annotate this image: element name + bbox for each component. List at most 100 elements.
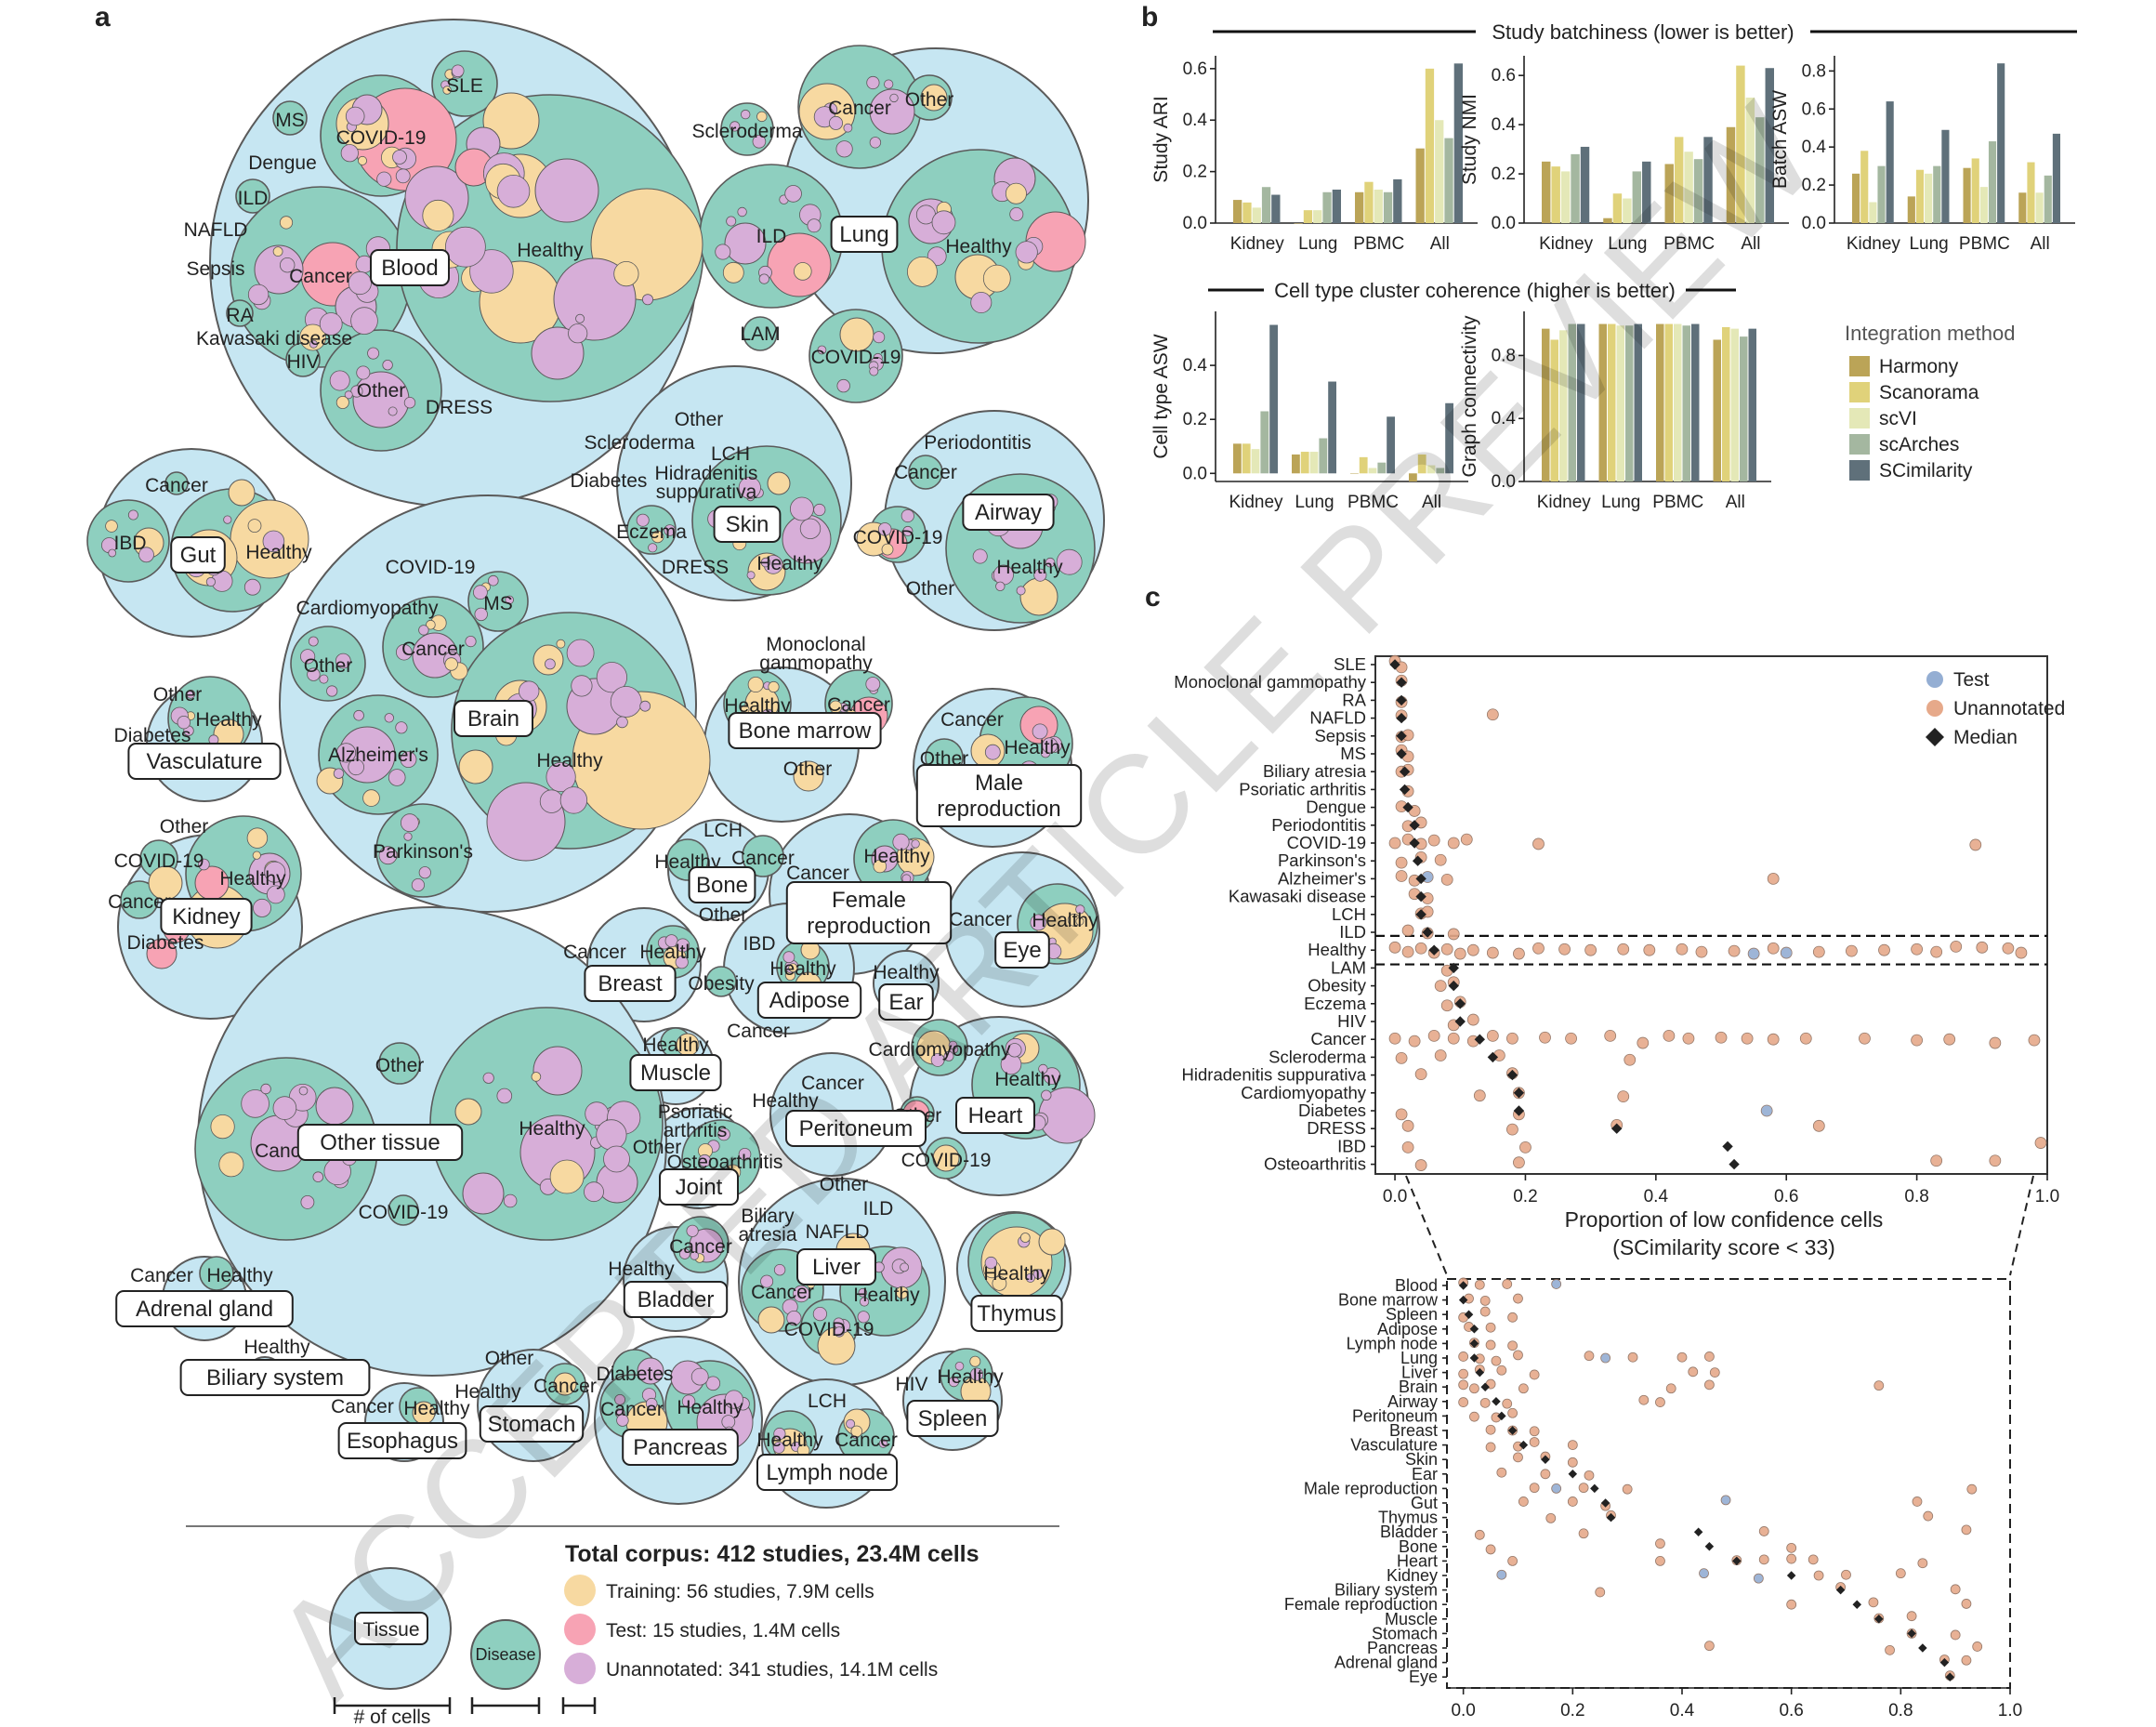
tissue-label-lung: Lung (839, 222, 888, 247)
study-circle-unannotated (603, 1145, 630, 1173)
study-circle-unannotated (329, 370, 350, 391)
median-marker (1396, 731, 1407, 742)
study-circle-training (793, 262, 812, 281)
y-tick-label: 0.4 (1802, 138, 1827, 157)
tissue-label-box-skin (713, 506, 782, 543)
disease-label-muscle-healthy: Healthy (642, 1035, 709, 1056)
median-marker (1415, 909, 1426, 920)
unannotated-point (1676, 943, 1689, 956)
unannotated-point (1584, 1470, 1595, 1481)
study-circle-unannotated (636, 513, 650, 527)
category-label-obesity: Obesity (1308, 976, 1366, 995)
study-circle-unannotated (400, 813, 419, 833)
median-marker (1396, 712, 1407, 724)
unannotated-point (1812, 945, 1825, 958)
unannotated-point (1486, 946, 1499, 959)
unannotated-point (1485, 1339, 1496, 1351)
unannotated-point (1518, 1496, 1529, 1507)
category-label-blood: Blood (1395, 1276, 1438, 1295)
study-circle-unannotated (616, 1414, 629, 1427)
study-circle-unannotated (260, 1083, 271, 1095)
unannotated-point (1427, 1029, 1440, 1042)
median-marker (1409, 820, 1420, 831)
unannotated-point (1989, 1154, 2002, 1167)
study-circle-unannotated (930, 1053, 945, 1067)
zoom-connector-left (1405, 1175, 1448, 1276)
unannotated-point (1655, 1556, 1665, 1566)
median-marker (1907, 1628, 1916, 1639)
test-point (1496, 1569, 1507, 1580)
median-marker (1541, 1455, 1550, 1464)
disease-label-gut-healthy: Healthy (245, 542, 312, 563)
study-circle-unannotated (730, 121, 741, 132)
unannotated-point (1474, 1529, 1485, 1540)
disease-label-pancreas-diabetes: Diabetes (597, 1364, 674, 1385)
category-label-nafld: NAFLD (1309, 708, 1366, 728)
unannotated-point (1507, 1340, 1518, 1351)
unannotated-point (1496, 1364, 1507, 1376)
bar-scvi-all (1426, 465, 1436, 474)
unannotated-point (1704, 1351, 1715, 1362)
disease-label-stomach-other: Other (485, 1348, 534, 1369)
disease-label-blood-ild: ILD (238, 188, 269, 209)
disease-label-adrenal-gland-healthy: Healthy (206, 1265, 273, 1286)
legend-label-median: Median (1953, 727, 2018, 748)
study-circle-unannotated (462, 1172, 505, 1215)
study-circle-unannotated (675, 956, 689, 969)
category-label-ra: RA (1342, 690, 1366, 709)
unannotated-point (2015, 946, 2028, 959)
disease-label-breast-healthy: Healthy (639, 942, 706, 963)
median-marker (1918, 1643, 1927, 1653)
category-label-eye: Eye (1409, 1668, 1438, 1686)
disease-label-joint-psoriatic-arthritis: Psoriatic arthritis (658, 1101, 733, 1141)
disease-label-gut-cancer: Cancer (145, 475, 208, 496)
study-circle-training (105, 520, 118, 533)
category-label-biliary-atresia: Biliary atresia (1263, 761, 1367, 781)
study-circle-unannotated (737, 206, 747, 218)
tissue-label-box-biliary-system (179, 1359, 371, 1396)
unannotated-point (1950, 940, 1963, 953)
bar-scanorama-pbmc (1359, 456, 1368, 474)
y-tick-label: 0.4 (1492, 409, 1517, 428)
unannotated-point (1427, 834, 1440, 847)
unannotated-point (1502, 1279, 1513, 1289)
study-circle-unannotated (418, 866, 431, 879)
study-circle-unannotated (884, 79, 894, 89)
bar-harmony-kidney (1233, 200, 1242, 223)
y-tick-label: 0.0 (1492, 472, 1516, 492)
bar-scvi-pbmc (1374, 190, 1383, 223)
bar-scanorama-lung (1300, 452, 1309, 474)
legend-label-test: Test (1953, 669, 1990, 691)
unannotated-point (1859, 1032, 1871, 1045)
test-point (1551, 1483, 1562, 1494)
panel-label-c: c (1145, 582, 1161, 613)
median-marker (1874, 1615, 1884, 1624)
unannotated-point (1966, 1483, 1978, 1495)
disease-label-blood-dress: DRESS (426, 397, 493, 418)
study-circle-unannotated (878, 1439, 888, 1448)
unannotated-point (1604, 1029, 1617, 1042)
disease-label-heart-cardiomyopathy: Cardiomyopathy (869, 1039, 1011, 1061)
category-label-lch: LCH (1332, 904, 1366, 924)
category-label-thymus: Thymus (1378, 1509, 1438, 1527)
median-marker (1464, 1310, 1474, 1319)
disease-label-lymph-node-cancer: Cancer (835, 1430, 898, 1451)
disease-label-bladder-healthy: Healthy (608, 1259, 675, 1280)
plot-frame (1446, 1278, 2011, 1689)
disease-label-spleen-healthy: Healthy (937, 1366, 1004, 1388)
category-label-stomach: Stomach (1372, 1624, 1438, 1642)
tissue-label-box-muscle (629, 1054, 722, 1091)
unannotated-point (1506, 1123, 1518, 1136)
bar-scimilarity-all (2052, 133, 2060, 223)
study-circle-training (252, 850, 261, 860)
study-circle-unannotated (186, 689, 196, 699)
bar-harmony-lung (1292, 454, 1300, 474)
study-circle-training (920, 84, 948, 112)
study-circle-unannotated (418, 625, 429, 636)
disease-label-biliary-system-healthy: Healthy (243, 1337, 310, 1358)
unannotated-point (1786, 1553, 1797, 1564)
x-tick-label: 0.0 (1383, 1187, 1407, 1206)
median-marker (1475, 1367, 1485, 1378)
bar-scarches-lung (1322, 191, 1332, 223)
disease-label-liver-ild: ILD (863, 1198, 894, 1219)
